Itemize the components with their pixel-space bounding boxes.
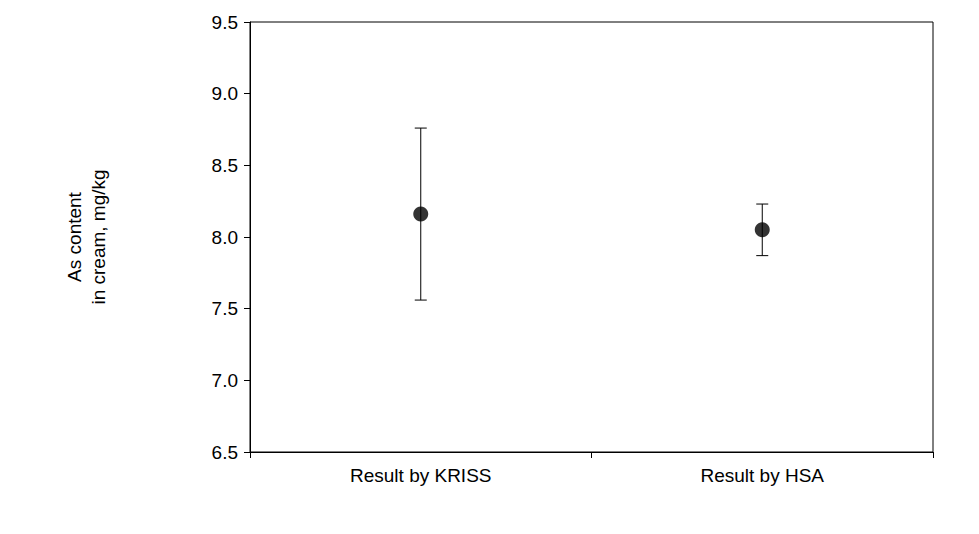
svg-text:As content: As content: [64, 191, 85, 281]
svg-text:9.0: 9.0: [212, 83, 238, 104]
svg-text:8.5: 8.5: [212, 155, 238, 176]
svg-text:6.5: 6.5: [212, 442, 238, 463]
svg-text:9.5: 9.5: [212, 12, 238, 33]
svg-text:8.0: 8.0: [212, 227, 238, 248]
svg-text:7.5: 7.5: [212, 298, 238, 319]
svg-text:7.0: 7.0: [212, 370, 238, 391]
svg-text:Result by HSA: Result by HSA: [700, 465, 824, 486]
svg-text:in cream, mg/kg: in cream, mg/kg: [88, 169, 109, 304]
svg-text:Result by KRISS: Result by KRISS: [350, 465, 492, 486]
